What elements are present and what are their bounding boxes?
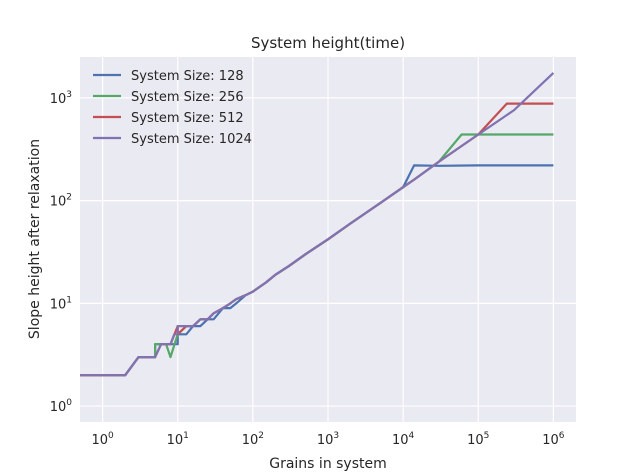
- legend: System Size: 128 System Size: 256 System S…: [93, 69, 252, 147]
- legend-label-4: System Size: 1024: [131, 132, 252, 147]
- y-tick-label: 102: [50, 193, 72, 210]
- x-axis-label: Grains in system: [269, 456, 387, 472]
- x-tick-exponent: 5: [484, 431, 490, 441]
- y-tick-label: 100: [50, 398, 73, 415]
- x-tick-base: 10: [91, 433, 108, 448]
- y-tick-base: 10: [50, 195, 67, 210]
- y-tick-exponent: 2: [66, 193, 72, 203]
- x-tick-base: 10: [242, 433, 259, 448]
- y-tick-base: 10: [50, 400, 67, 415]
- x-tick-label: 100: [91, 431, 114, 448]
- x-tick-base: 10: [542, 433, 559, 448]
- x-tick-label: 103: [317, 431, 339, 448]
- x-tick-exponent: 4: [409, 431, 415, 441]
- x-tick-exponent: 2: [258, 431, 264, 441]
- legend-label-2: System Size: 256: [131, 90, 244, 105]
- legend-label-3: System Size: 512: [131, 111, 244, 126]
- legend-label-1: System Size: 128: [131, 69, 244, 84]
- series-layer: [80, 72, 555, 377]
- y-tick-label: 103: [50, 90, 72, 107]
- y-tick-exponent: 3: [66, 90, 72, 100]
- x-tick-base: 10: [467, 433, 484, 448]
- y-tick-exponent: 1: [66, 295, 72, 305]
- x-tick-exponent: 6: [559, 431, 565, 441]
- y-tick-base: 10: [50, 92, 67, 107]
- x-tick-label: 104: [392, 431, 415, 448]
- y-tick-base: 10: [50, 297, 67, 312]
- x-tick-exponent: 3: [333, 431, 339, 441]
- x-tick-base: 10: [317, 433, 334, 448]
- x-tick-label: 106: [542, 431, 565, 448]
- x-tick-exponent: 1: [183, 431, 189, 441]
- chart-title: System height(time): [251, 34, 405, 52]
- x-tick-label: 105: [467, 431, 489, 448]
- grid-lines: [80, 57, 576, 422]
- x-tick-base: 10: [167, 433, 184, 448]
- x-tick-label: 101: [167, 431, 189, 448]
- y-tick-exponent: 0: [66, 398, 72, 408]
- x-tick-label: 102: [242, 431, 264, 448]
- y-tick-label: 101: [50, 295, 72, 312]
- y-axis-label: Slope height after relaxation: [27, 139, 43, 339]
- x-tick-exponent: 0: [108, 431, 114, 441]
- x-tick-labels: 100 101 102 103 104 105 106: [91, 431, 564, 448]
- x-tick-base: 10: [392, 433, 409, 448]
- series-line-4: [80, 72, 555, 377]
